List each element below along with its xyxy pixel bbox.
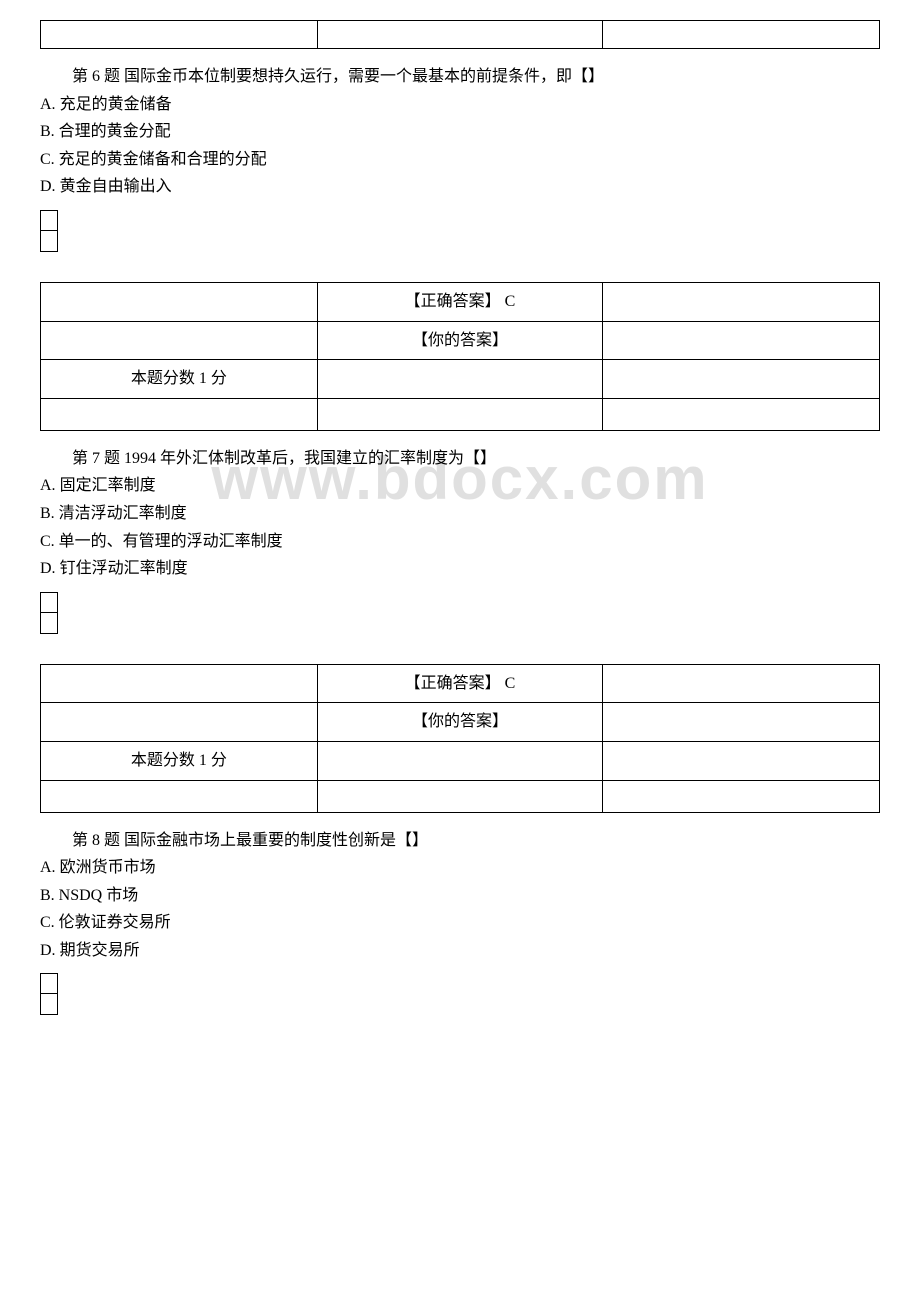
table-row	[41, 21, 880, 49]
option-b-text: NSDQ 市场	[59, 887, 139, 904]
option-c: C. 伦敦证券交易所	[40, 910, 880, 936]
your-answer-label: 【你的答案】	[412, 713, 508, 730]
option-c-text: 充足的黄金储备和合理的分配	[59, 151, 267, 168]
question-block-6: 第 6 题 国际金币本位制要想持久运行，需要一个最基本的前提条件，即【】 A. …	[40, 64, 880, 200]
correct-answer-value: C	[505, 293, 516, 310]
option-d: D. 期货交易所	[40, 938, 880, 964]
answer-box-row	[41, 593, 57, 613]
empty-cell	[603, 741, 880, 780]
table-row	[41, 398, 880, 430]
table-row: 【正确答案】 C	[41, 282, 880, 321]
answer-box-row	[41, 613, 57, 633]
option-c: C. 充足的黄金储备和合理的分配	[40, 147, 880, 173]
empty-cell	[603, 703, 880, 742]
option-a: A. 充足的黄金储备	[40, 92, 880, 118]
score-cell: 本题分数 1 分	[41, 360, 318, 399]
top-empty-table	[40, 20, 880, 49]
table-row	[41, 780, 880, 812]
option-c-text: 伦敦证券交易所	[59, 914, 171, 931]
option-c-text: 单一的、有管理的浮动汇率制度	[59, 533, 283, 550]
empty-cell	[603, 360, 880, 399]
empty-cell	[41, 21, 318, 49]
option-b-text: 合理的黄金分配	[59, 123, 171, 140]
empty-cell	[41, 780, 318, 812]
question-text: 第 6 题 国际金币本位制要想持久运行，需要一个最基本的前提条件，即【】	[40, 64, 880, 90]
option-b: B. NSDQ 市场	[40, 883, 880, 909]
empty-cell	[317, 780, 602, 812]
correct-answer-cell: 【正确答案】 C	[317, 664, 602, 703]
answer-box-row	[41, 211, 57, 231]
empty-cell	[603, 321, 880, 360]
question-block-7: 第 7 题 1994 年外汇体制改革后，我国建立的汇率制度为【】 A. 固定汇率…	[40, 446, 880, 582]
answer-box	[40, 592, 58, 634]
empty-cell	[603, 664, 880, 703]
page-content: 第 6 题 国际金币本位制要想持久运行，需要一个最基本的前提条件，即【】 A. …	[40, 20, 880, 1015]
answer-table-6: 【正确答案】 C 【你的答案】 本题分数 1 分	[40, 282, 880, 431]
correct-answer-label: 【正确答案】	[405, 675, 501, 692]
empty-cell	[317, 741, 602, 780]
empty-cell	[317, 360, 602, 399]
empty-cell	[41, 321, 318, 360]
option-d: D. 钉住浮动汇率制度	[40, 556, 880, 582]
question-number: 第 6 题	[72, 68, 120, 85]
option-d-text: 期货交易所	[60, 942, 140, 959]
question-number: 第 8 题	[72, 832, 120, 849]
correct-answer-label: 【正确答案】	[405, 293, 501, 310]
empty-cell	[41, 282, 318, 321]
option-b: B. 合理的黄金分配	[40, 119, 880, 145]
empty-cell	[41, 398, 318, 430]
answer-box-row	[41, 994, 57, 1014]
option-a-text: 充足的黄金储备	[60, 96, 172, 113]
table-row: 【你的答案】	[41, 703, 880, 742]
table-row: 【你的答案】	[41, 321, 880, 360]
question-block-8: 第 8 题 国际金融市场上最重要的制度性创新是【】 A. 欧洲货币市场 B. N…	[40, 828, 880, 964]
empty-cell	[603, 282, 880, 321]
option-a: A. 固定汇率制度	[40, 473, 880, 499]
table-row: 【正确答案】 C	[41, 664, 880, 703]
option-c: C. 单一的、有管理的浮动汇率制度	[40, 529, 880, 555]
option-b-text: 清洁浮动汇率制度	[59, 505, 187, 522]
question-number: 第 7 题	[72, 450, 120, 467]
empty-cell	[41, 664, 318, 703]
option-d: D. 黄金自由输出入	[40, 174, 880, 200]
correct-answer-cell: 【正确答案】 C	[317, 282, 602, 321]
empty-cell	[317, 21, 602, 49]
answer-table-7: 【正确答案】 C 【你的答案】 本题分数 1 分	[40, 664, 880, 813]
answer-box-row	[41, 231, 57, 251]
question-body: 国际金币本位制要想持久运行，需要一个最基本的前提条件，即【】	[124, 68, 604, 85]
question-body: 1994 年外汇体制改革后，我国建立的汇率制度为【】	[124, 450, 496, 467]
question-text: 第 7 题 1994 年外汇体制改革后，我国建立的汇率制度为【】	[40, 446, 880, 472]
option-a-text: 固定汇率制度	[60, 477, 156, 494]
empty-cell	[603, 398, 880, 430]
answer-box-row	[41, 974, 57, 994]
correct-answer-value: C	[505, 675, 516, 692]
table-row: 本题分数 1 分	[41, 741, 880, 780]
option-a-text: 欧洲货币市场	[60, 859, 156, 876]
table-row: 本题分数 1 分	[41, 360, 880, 399]
question-text: 第 8 题 国际金融市场上最重要的制度性创新是【】	[40, 828, 880, 854]
empty-cell	[603, 21, 880, 49]
option-b: B. 清洁浮动汇率制度	[40, 501, 880, 527]
answer-box	[40, 973, 58, 1015]
empty-cell	[317, 398, 602, 430]
your-answer-label: 【你的答案】	[412, 332, 508, 349]
question-body: 国际金融市场上最重要的制度性创新是【】	[124, 832, 428, 849]
your-answer-cell: 【你的答案】	[317, 703, 602, 742]
answer-box	[40, 210, 58, 252]
score-cell: 本题分数 1 分	[41, 741, 318, 780]
option-a: A. 欧洲货币市场	[40, 855, 880, 881]
empty-cell	[41, 703, 318, 742]
your-answer-cell: 【你的答案】	[317, 321, 602, 360]
empty-cell	[603, 780, 880, 812]
option-d-text: 黄金自由输出入	[60, 178, 172, 195]
option-d-text: 钉住浮动汇率制度	[60, 560, 188, 577]
